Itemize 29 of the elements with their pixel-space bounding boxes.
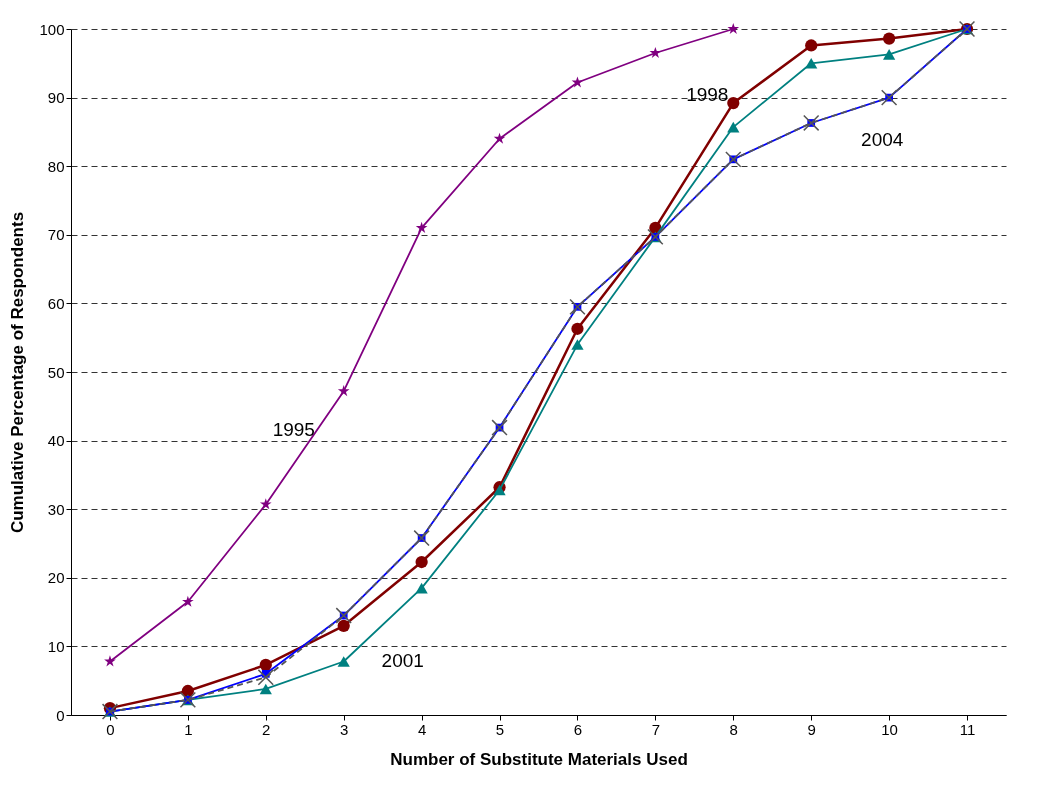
series-label: 2001 [381,650,424,672]
y-tick-label: 80 [47,157,65,175]
y-tick-label: 20 [47,569,65,587]
x-tick-label: 8 [729,720,738,738]
y-tick-label: 90 [47,89,65,107]
x-tick-label: 7 [651,720,661,738]
y-tick-label: 10 [47,637,65,655]
y-axis-title: Cumulative Percentage of Respondents [8,211,28,534]
x-tick-label: 1 [184,720,193,738]
y-tick-label: 0 [56,706,65,724]
x-tick-label: 9 [807,720,816,738]
x-tick-label: 5 [495,720,505,738]
x-tick-label: 4 [417,720,427,738]
y-tick-label: 40 [47,432,65,450]
y-tick-label: 50 [47,363,65,381]
y-tick-label: 30 [47,500,65,518]
x-tick-label: 0 [106,720,115,738]
y-tick-label: 100 [39,20,65,38]
x-tick-label: 3 [340,720,349,738]
y-tick-label: 60 [47,294,65,312]
x-axis-title: Number of Substitute Materials Used [390,749,688,769]
series-label: 1995 [272,419,315,441]
x-tick-label: 10 [881,720,898,738]
series-label: 2004 [861,128,904,150]
x-tick-label: 2 [262,720,271,738]
x-tick-label: 6 [573,720,583,738]
series-label: 1998 [686,84,729,106]
x-tick-label: 11 [959,720,976,738]
y-tick-label: 70 [47,226,65,244]
